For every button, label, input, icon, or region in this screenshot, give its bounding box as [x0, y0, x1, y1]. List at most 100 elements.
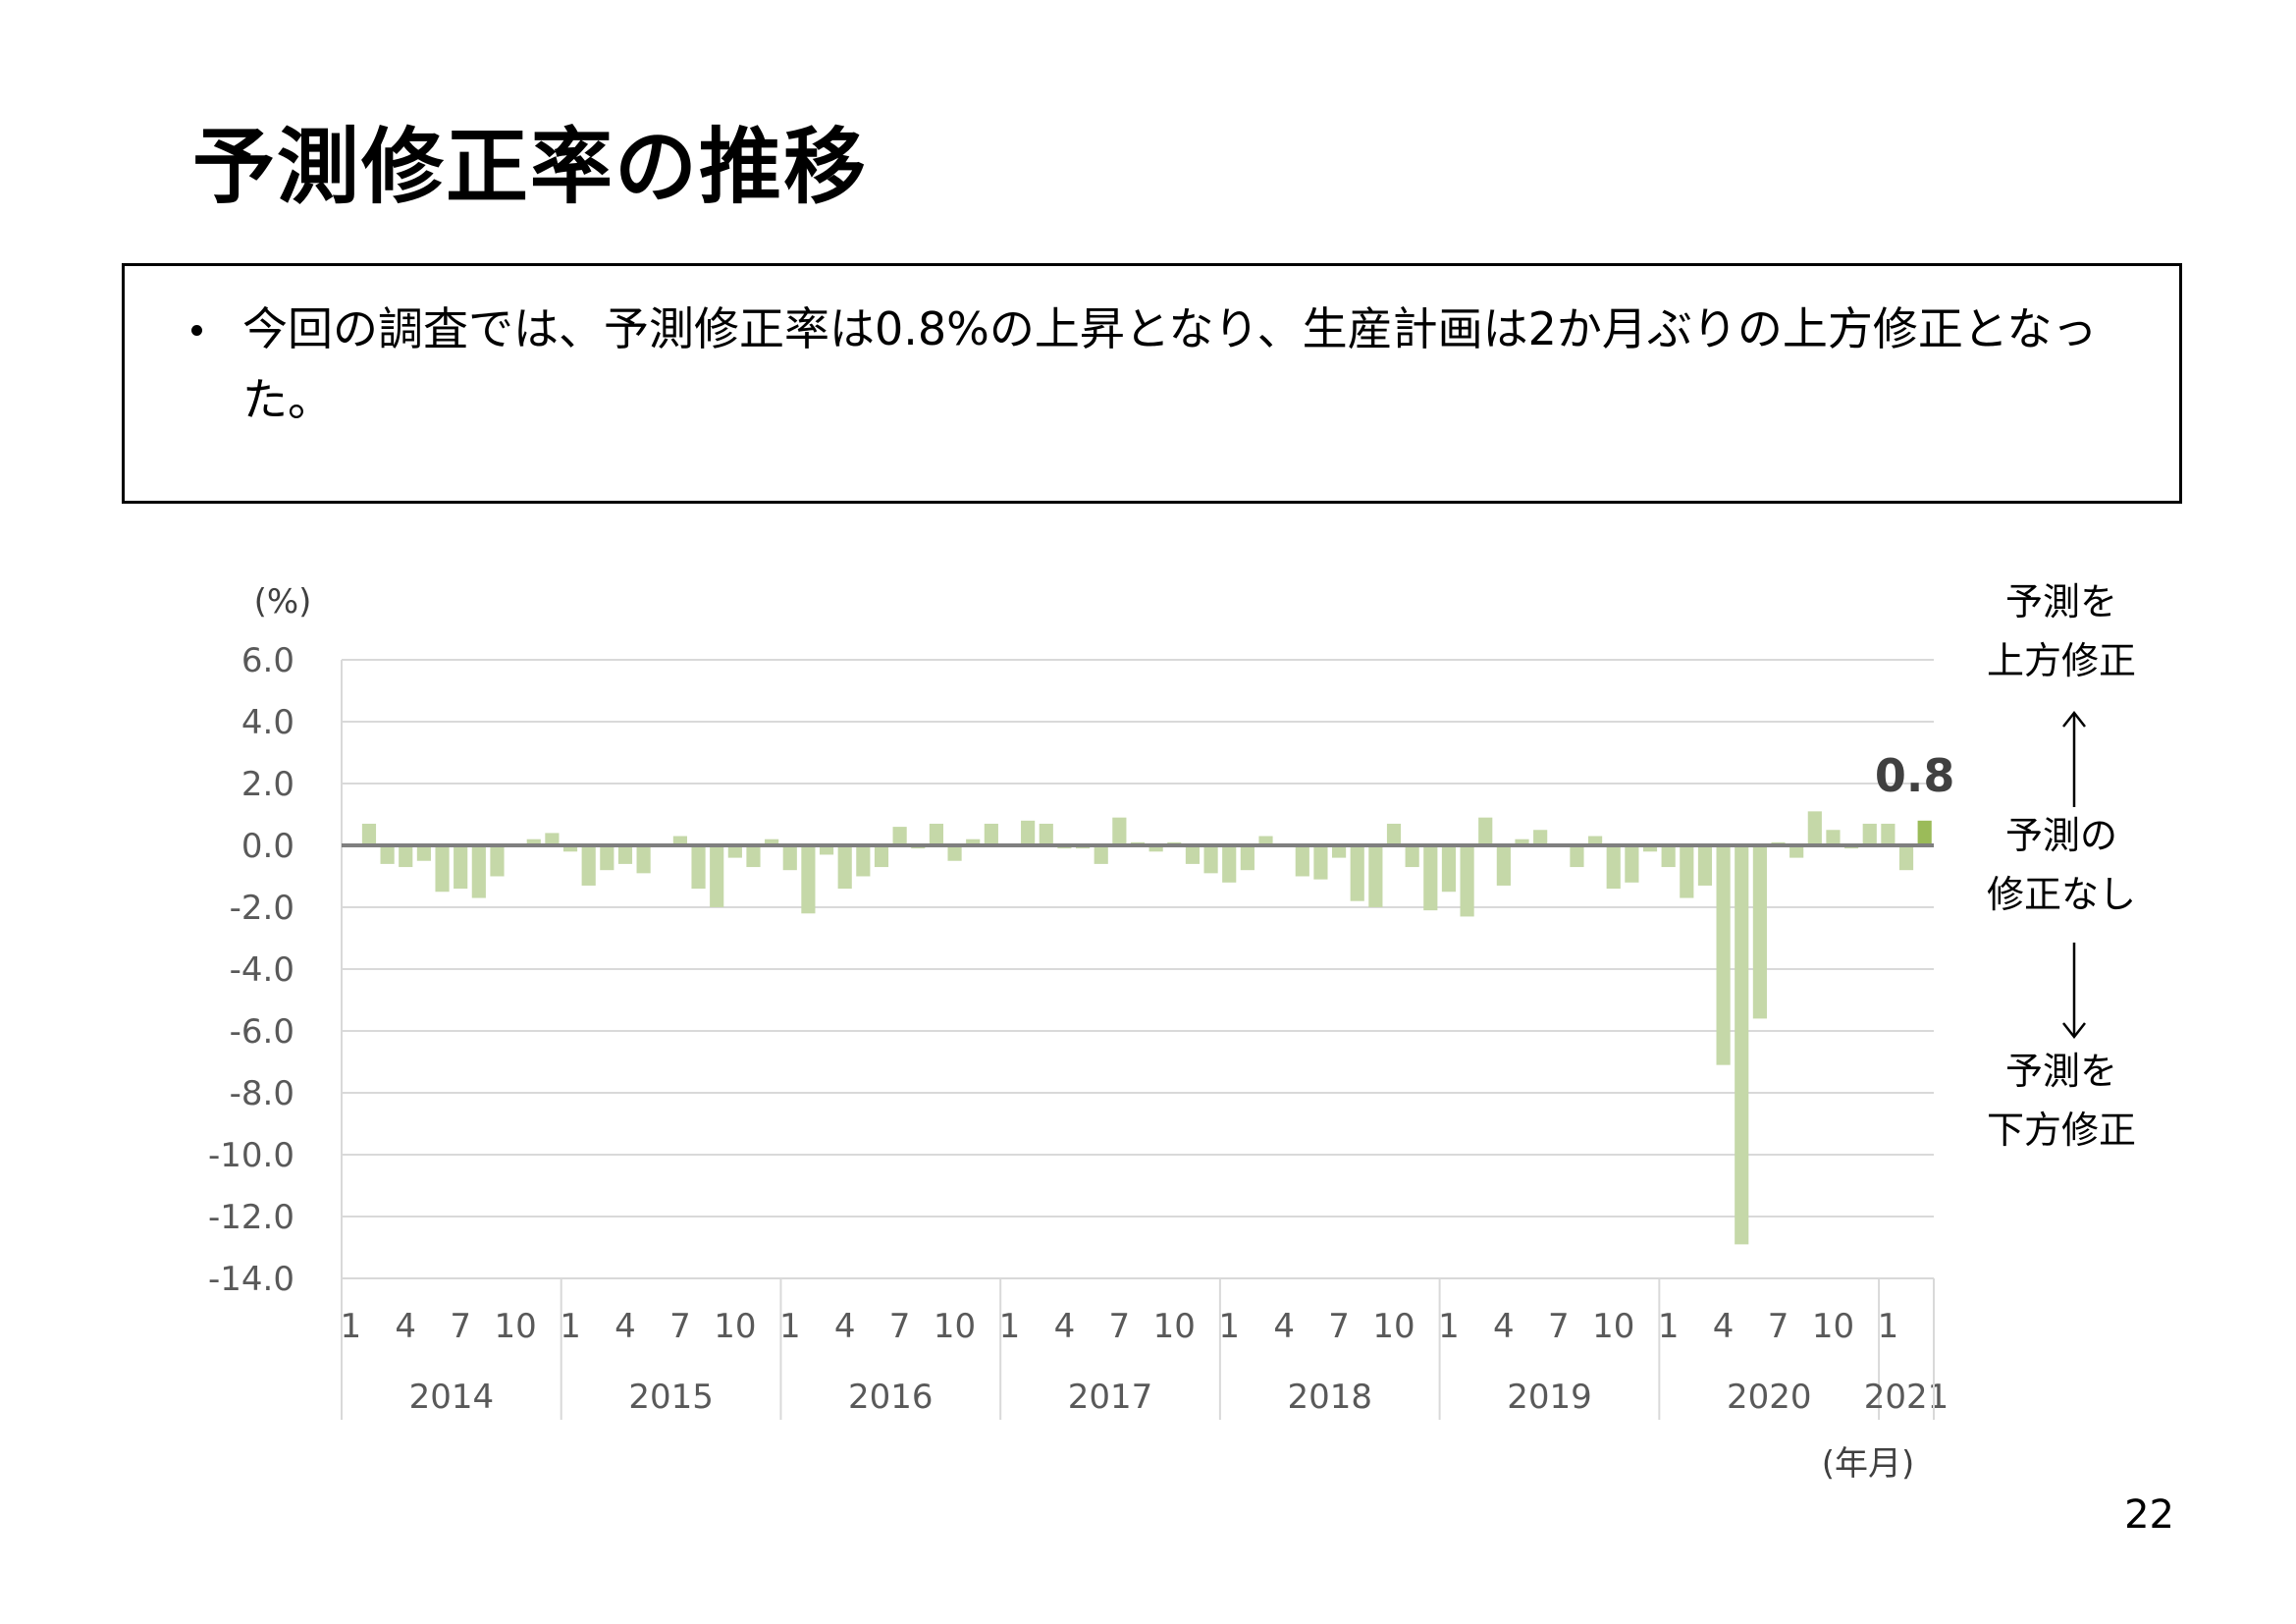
bar — [1789, 845, 1804, 858]
bar — [1295, 845, 1309, 877]
bar — [1039, 823, 1053, 845]
bar — [1350, 845, 1364, 901]
x-tick-label: 1 — [999, 1307, 1021, 1346]
x-axis-unit: (年月) — [1822, 1444, 1915, 1484]
bar — [947, 845, 962, 861]
bar — [1515, 839, 1529, 845]
bar — [929, 823, 944, 845]
bar — [399, 845, 413, 868]
up-arrow-icon — [2062, 710, 2086, 807]
bar — [1826, 830, 1841, 845]
bar — [1496, 845, 1511, 886]
year-label: 2017 — [1068, 1378, 1153, 1417]
bar — [691, 845, 706, 890]
x-axis: 1 4 7 10 1 4 7 10 1 4 7 10 1 4 7 10 1 4 7 10 1 4 7 10 1 4 7 10 12014… — [341, 1277, 1949, 1420]
x-tick-label: 7 — [669, 1307, 691, 1346]
summary-box: 今回の調査では、予測修正率は0.8%の上昇となり、生産計画は2か月ぶりの上方修正… — [122, 263, 2182, 504]
bar — [380, 845, 395, 864]
bar — [1148, 845, 1163, 852]
down-arrow-icon — [2062, 943, 2086, 1040]
bar — [1807, 811, 1822, 845]
bar — [1240, 845, 1255, 871]
bar — [1881, 823, 1896, 845]
x-tick-label: 1 — [1658, 1307, 1680, 1346]
x-tick-label: 10 — [1592, 1307, 1634, 1346]
y-tick-label: -4.0 — [230, 950, 294, 990]
x-tick-label: 1 — [341, 1307, 362, 1346]
bar — [1680, 845, 1694, 898]
x-tick-label: 4 — [1713, 1307, 1735, 1346]
y-tick-label: 0.0 — [241, 827, 294, 866]
bar — [1405, 845, 1419, 868]
bar — [1441, 845, 1457, 893]
bar — [416, 845, 431, 861]
summary-text: 今回の調査では、予測修正率は0.8%の上昇となり、生産計画は2か月ぶりの上方修正… — [242, 302, 2098, 426]
bar — [1716, 845, 1731, 1065]
bar — [1313, 845, 1328, 880]
y-axis-unit: (%) — [254, 582, 312, 622]
year-label: 2020 — [1727, 1378, 1812, 1417]
y-tick-label: -12.0 — [208, 1198, 294, 1237]
x-tick-label: 4 — [1273, 1307, 1295, 1346]
bar — [966, 839, 981, 845]
bar — [1423, 845, 1438, 911]
no-revision-label-line1: 予測の — [2005, 814, 2117, 857]
bar — [746, 845, 761, 868]
bar — [1222, 845, 1237, 883]
bar — [1570, 845, 1584, 868]
bar — [1606, 845, 1621, 890]
bar — [1258, 836, 1273, 845]
x-tick-label: 10 — [1812, 1307, 1854, 1346]
upward-label-line1: 予測を — [2005, 580, 2117, 623]
x-tick-label: 7 — [1548, 1307, 1570, 1346]
x-tick-label: 7 — [1109, 1307, 1131, 1346]
bar — [1386, 823, 1402, 845]
bar — [1642, 845, 1658, 852]
x-tick-label: 4 — [1493, 1307, 1515, 1346]
bar — [727, 845, 742, 858]
x-tick-label: 1 — [1878, 1307, 1899, 1346]
year-label: 2016 — [848, 1378, 934, 1417]
bar — [801, 845, 816, 914]
x-tick-label: 7 — [1768, 1307, 1789, 1346]
bar — [1898, 845, 1914, 871]
year-label: 2018 — [1287, 1378, 1372, 1417]
year-label: 2015 — [628, 1378, 714, 1417]
bar — [490, 845, 505, 877]
bar — [1735, 845, 1749, 1245]
bar — [562, 845, 578, 852]
gridlines — [341, 659, 1934, 1279]
y-tick-label: -14.0 — [208, 1260, 294, 1299]
bar — [545, 833, 560, 845]
latest-bar — [1917, 820, 1932, 845]
bar — [1185, 845, 1201, 864]
x-tick-label: 7 — [1328, 1307, 1350, 1346]
bar — [710, 845, 724, 907]
x-tick-label: 1 — [779, 1307, 801, 1346]
upward-label-line2: 上方修正 — [1987, 639, 2136, 682]
year-label: 2019 — [1507, 1378, 1592, 1417]
latest-value-label: 0.8 — [1875, 749, 1955, 802]
x-tick-label: 1 — [560, 1307, 581, 1346]
bar — [984, 823, 998, 845]
x-tick-label: 4 — [614, 1307, 636, 1346]
bar — [1478, 817, 1493, 845]
y-tick-labels: 6.0 4.0 2.0 0.0 -2.0 -4.0 -6.0 -8.0 -10.0 -12.0 -1… — [208, 641, 294, 1299]
x-tick-label: 4 — [834, 1307, 856, 1346]
page-title: 予測修正率の推移 — [192, 119, 869, 215]
x-tick-label: 10 — [934, 1307, 976, 1346]
bar — [1661, 845, 1676, 868]
y-tick-label: -8.0 — [230, 1074, 294, 1113]
year-label: 2014 — [409, 1378, 495, 1417]
bar — [837, 845, 852, 890]
bar — [1625, 845, 1639, 883]
bar — [361, 823, 377, 845]
bar — [1752, 845, 1767, 1019]
bar — [1203, 845, 1218, 874]
bar — [1094, 845, 1108, 864]
bar — [1588, 836, 1603, 845]
x-tick-label: 7 — [889, 1307, 911, 1346]
bar — [636, 845, 651, 874]
bar — [1368, 845, 1383, 907]
